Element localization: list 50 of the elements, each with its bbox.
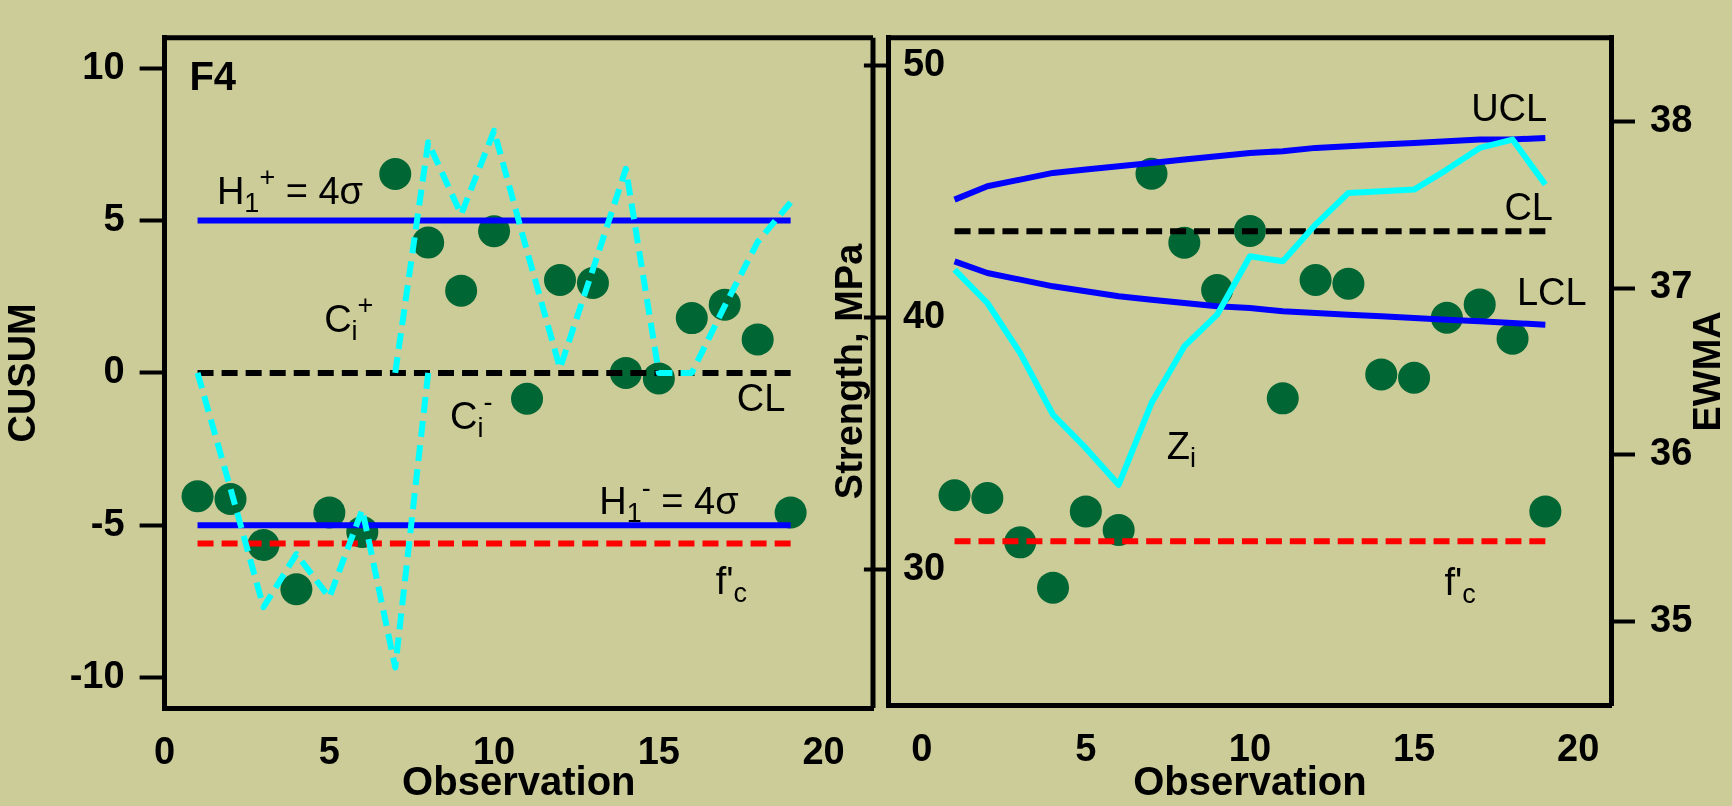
point [1529,495,1562,528]
y-tick-label: 0 [103,349,125,392]
y-tick-label: 50 [902,41,946,84]
y2-tick-label: 35 [1650,598,1693,641]
point [1168,226,1201,259]
point [280,573,313,606]
point [379,157,412,190]
y-tick-label: 40 [902,293,946,336]
y-tick-label: 5 [103,197,125,240]
point [1463,288,1496,321]
y-tick-label: 30 [902,545,946,588]
annotation: UCL [1471,87,1548,130]
point [181,480,214,513]
annotation: F4 [189,54,237,99]
point [938,479,971,512]
y2-tick-label: 36 [1650,431,1693,474]
point [511,382,544,415]
y2-tick-label: 38 [1650,97,1693,140]
point [1299,264,1332,297]
y-tick-label: -5 [90,501,125,544]
y-axis-title: CUSUM [1,303,44,443]
y-tick-label: 10 [82,44,125,87]
x-tick-label: 20 [1557,727,1600,770]
point [445,274,478,307]
x-tick-label: 0 [154,730,176,773]
y2-tick-label: 37 [1650,264,1693,307]
point [1332,267,1365,300]
point [1266,382,1299,415]
point [675,302,708,335]
point [1069,495,1102,528]
x-tick-label: 15 [637,730,680,773]
point [774,496,807,529]
x-tick-label: 15 [1392,727,1436,770]
point [1398,361,1431,394]
annotation: CL [1504,185,1553,228]
point [1037,571,1070,604]
point [412,226,445,259]
y-axis-title: Strength, MPa [828,242,871,500]
point [741,323,774,356]
point [543,263,576,296]
point [1365,358,1398,391]
x-tick-label: 20 [802,730,845,773]
x-tick-label: 5 [318,730,340,773]
x-tick-label: 5 [1075,727,1097,770]
y-tick-label: -10 [69,654,125,697]
annotation: CL [736,376,786,419]
annotation: LCL [1516,271,1587,314]
y2-axis-title: EWMA [1686,311,1729,432]
x-tick-label: 10 [1228,727,1272,770]
point [971,482,1004,515]
